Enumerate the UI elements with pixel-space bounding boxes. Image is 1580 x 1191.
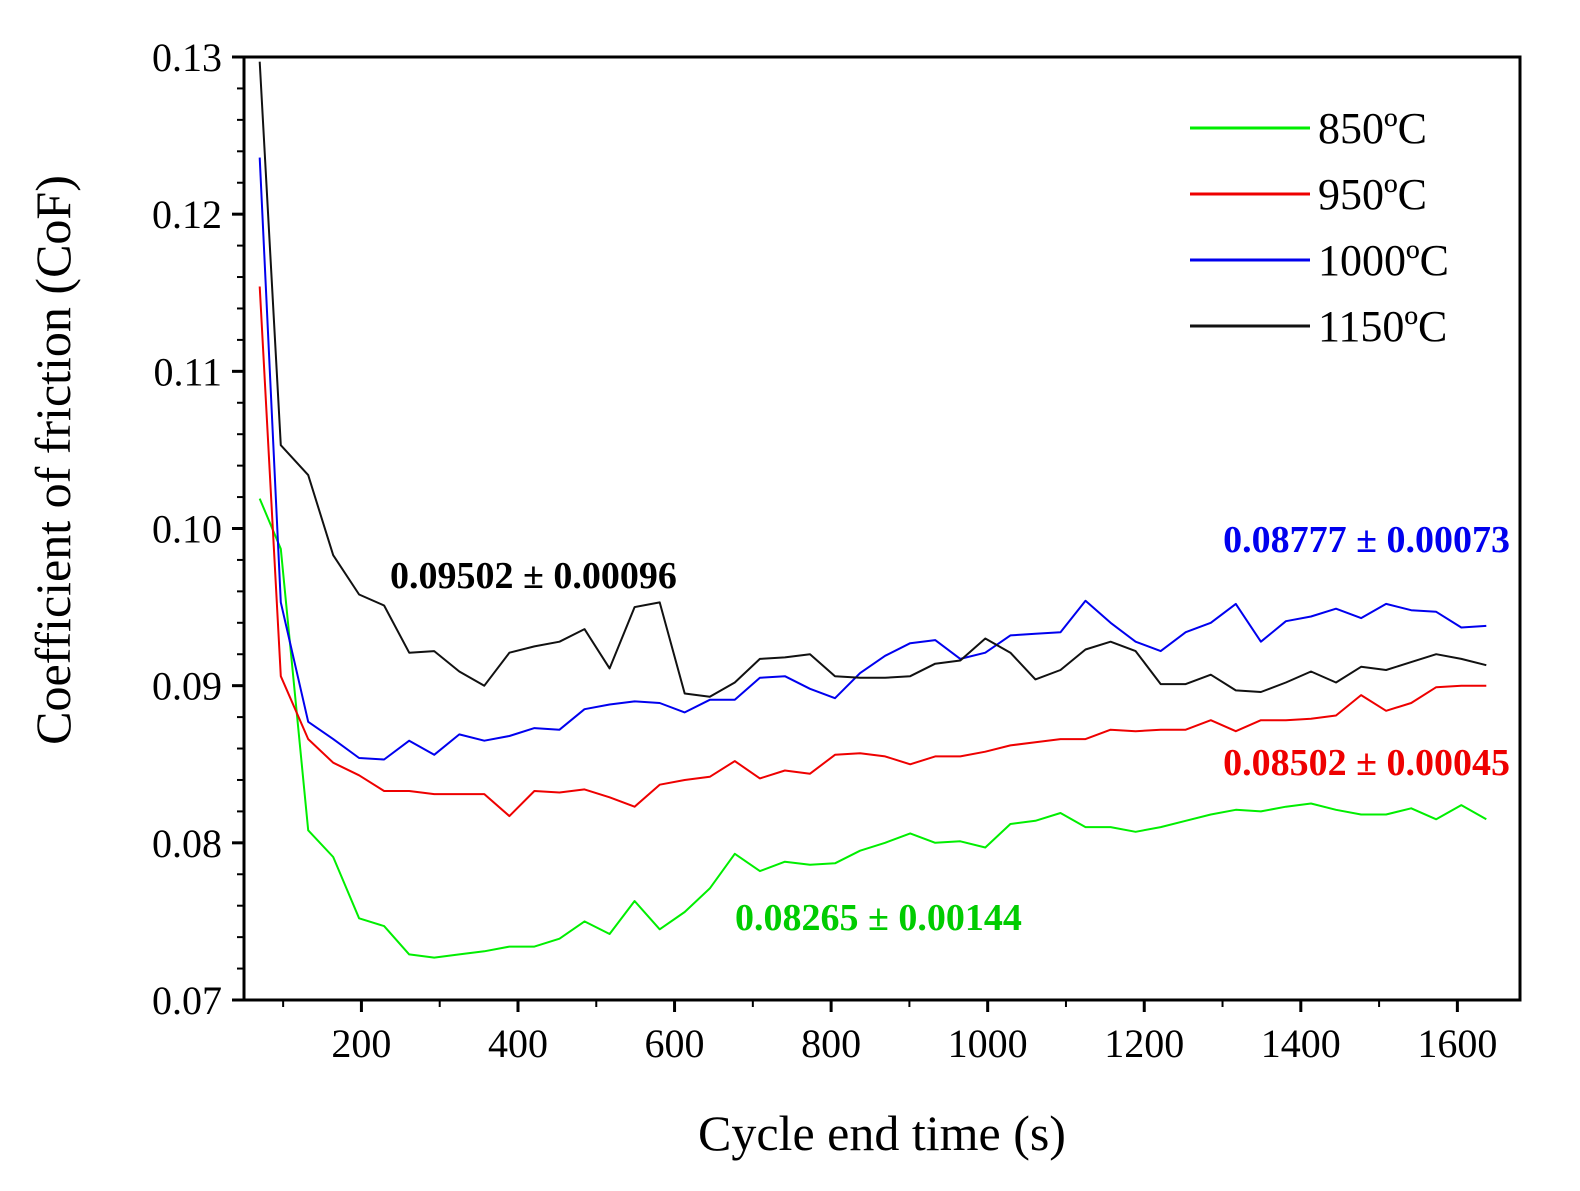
x-axis-title: Cycle end time (s) [698,1105,1066,1161]
x-tick-label: 1200 [1104,1021,1184,1066]
series-lines [258,61,1487,959]
series-line [258,61,1487,698]
series-line [258,286,1487,818]
y-tick-label: 0.07 [152,978,222,1023]
x-tick-label: 1000 [948,1021,1028,1066]
series-line [258,498,1487,959]
annotation-label: 0.08265 ± 0.00144 [735,897,1022,939]
annotation-label: 0.08777 ± 0.00073 [1223,519,1510,561]
legend-label: 950ºC [1318,170,1427,219]
x-tick-label: 1400 [1261,1021,1341,1066]
x-tick-label: 600 [645,1021,705,1066]
y-tick-label: 0.10 [152,507,222,552]
series-line [258,157,1487,761]
y-tick-label: 0.12 [152,192,222,237]
x-axis-ticks: 200 400 600 800 1000 1200 1400 1600 [282,1000,1497,1066]
legend-label: 1000ºC [1318,236,1449,285]
annotation-label: 0.08502 ± 0.00045 [1223,742,1510,784]
x-tick-label: 1600 [1417,1021,1497,1066]
legend-label: 1150ºC [1318,302,1447,351]
y-tick-label: 0.09 [152,664,222,709]
legend: 850ºC 950ºC 1000ºC 1150ºC [1190,104,1449,351]
x-tick-label: 200 [331,1021,391,1066]
x-tick-label: 400 [488,1021,548,1066]
x-tick-label: 800 [801,1021,861,1066]
y-tick-label: 0.13 [152,35,222,80]
annotations: 0.09502 ± 0.00096 0.08777 ± 0.00073 0.0850… [390,519,1510,939]
legend-label: 850ºC [1318,104,1427,153]
y-axis-title: Coefficient of friction (CoF) [25,175,81,745]
y-tick-label: 0.11 [153,349,222,394]
y-axis-ticks: 0.07 0.08 0.09 0.10 0.11 0.12 0.13 [152,35,244,1023]
annotation-label: 0.09502 ± 0.00096 [390,555,677,597]
y-tick-label: 0.08 [152,821,222,866]
